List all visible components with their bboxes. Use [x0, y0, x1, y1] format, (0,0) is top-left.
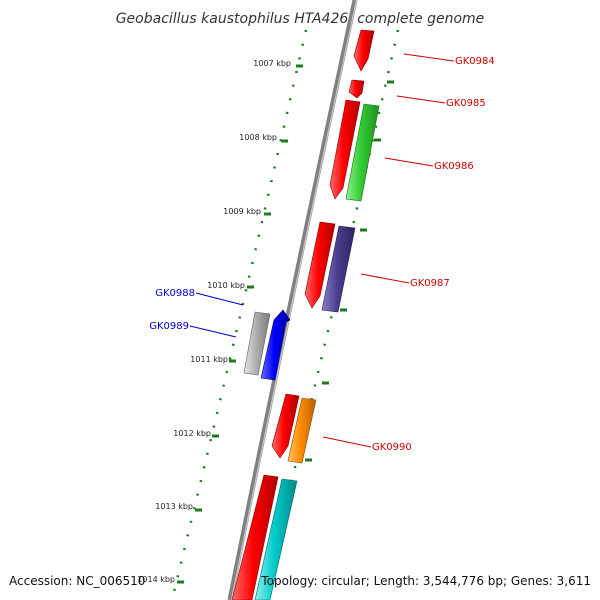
gene-GK0988-bar[interactable] — [243, 311, 271, 376]
tick-label-1012: 1012 kbp — [173, 429, 211, 438]
gene-GK0990-bar[interactable] — [287, 397, 317, 464]
gene-label-GK0985[interactable]: GK0985 — [446, 98, 486, 109]
genome-backbone — [227, 0, 358, 600]
tick-label-1014: 1014 kbp — [137, 575, 175, 584]
gene-arrow[interactable] — [231, 474, 279, 600]
gene-arrow[interactable] — [271, 393, 300, 459]
footer-topology: Topology: circular; Length: 3,544,776 bp… — [260, 574, 591, 588]
tick-label-1008: 1008 kbp — [239, 133, 277, 142]
gene-arrow[interactable] — [353, 29, 375, 72]
tick-label-1007: 1007 kbp — [253, 59, 291, 68]
gene-label-GK0984[interactable]: GK0984 — [455, 56, 495, 67]
genome-backbone-highlight — [230, 0, 358, 600]
gene-arrow[interactable] — [304, 221, 336, 309]
gene-label-GK0989[interactable]: GK0989 — [149, 321, 189, 332]
tick-label-1009: 1009 kbp — [223, 207, 261, 216]
callout-line — [384, 157, 434, 167]
callout-line — [396, 95, 446, 104]
map-title: Geobacillus kaustophilus HTA426, complet… — [116, 11, 485, 27]
gene-GK0989-bar[interactable] — [260, 309, 291, 381]
gene-cyan-bar[interactable] — [254, 478, 298, 600]
footer-accession: Accession: NC_006510 — [9, 574, 145, 588]
callout-line — [360, 273, 410, 284]
callout-line — [403, 53, 455, 62]
callout-line — [189, 325, 237, 338]
gene-GK0987-bar[interactable] — [321, 225, 356, 313]
gene-label-GK0987[interactable]: GK0987 — [410, 278, 450, 289]
gene-label-GK0986[interactable]: GK0986 — [434, 161, 474, 172]
gene-arrow[interactable] — [329, 99, 361, 200]
outer-track-guide — [260, 29, 400, 600]
callout-lines — [189, 53, 455, 448]
ruler-ticks — [177, 64, 394, 584]
gene-GK0986-bar[interactable] — [345, 103, 380, 202]
callout-line — [322, 436, 372, 448]
callout-line — [195, 292, 244, 306]
gene-arrow[interactable] — [348, 79, 365, 99]
tick-label-1011: 1011 kbp — [190, 355, 228, 364]
tick-label-1010: 1010 kbp — [207, 281, 245, 290]
gene-label-GK0988[interactable]: GK0988 — [155, 288, 195, 299]
cds-forward-red-track — [231, 29, 375, 600]
tick-label-1013: 1013 kbp — [155, 502, 193, 511]
gene-label-GK0990[interactable]: GK0990 — [372, 442, 412, 453]
inner-track-guide — [170, 29, 308, 600]
